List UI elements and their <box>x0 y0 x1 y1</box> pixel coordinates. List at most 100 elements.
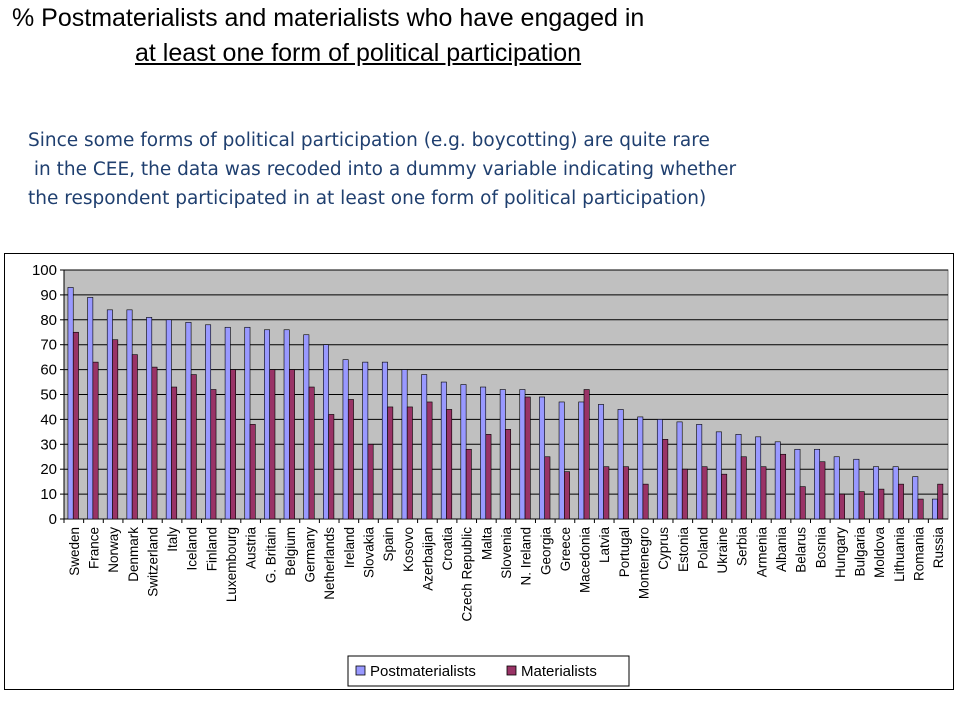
bar-materialists <box>917 498 924 520</box>
x-category-label: Slovakia <box>361 527 376 579</box>
bar-postmaterialists <box>499 389 506 520</box>
y-tick-label: 60 <box>40 362 57 379</box>
x-category-label: Cyprus <box>656 527 671 570</box>
bar-postmaterialists <box>224 326 231 520</box>
note-line-2: in the CEE, the data was recoded into a … <box>28 159 737 180</box>
bar-materialists <box>878 488 885 520</box>
bar-materialists <box>721 473 728 520</box>
bar-materialists <box>662 439 669 520</box>
bar-postmaterialists <box>244 326 251 520</box>
bar-postmaterialists <box>67 287 74 520</box>
bar-materialists <box>171 386 178 520</box>
x-category-label: Czech Republic <box>460 527 475 622</box>
x-category-label: Germany <box>303 527 318 583</box>
bar-materialists <box>210 389 217 520</box>
bar-postmaterialists <box>617 409 624 520</box>
x-category-label: Belgium <box>283 527 298 576</box>
y-tick-label: 0 <box>49 511 57 528</box>
x-category-label: Luxembourg <box>224 527 239 602</box>
legend-swatch-postmaterialists <box>355 665 366 676</box>
x-category-label: Norway <box>106 527 121 573</box>
note-line-3: the respondent participated in at least … <box>28 188 707 209</box>
x-category-label: Russia <box>931 527 946 569</box>
bar-chart: 0 10 20 30 40 50 60 70 80 90 100 Sweden France Norway… <box>32 262 949 687</box>
bar-postmaterialists <box>480 386 487 520</box>
bar-materialists <box>642 483 649 520</box>
bar-postmaterialists <box>264 329 270 520</box>
bar-postmaterialists <box>715 431 722 520</box>
x-category-label: Lithuania <box>892 527 907 582</box>
bar-postmaterialists <box>833 456 840 520</box>
bar-postmaterialists <box>126 309 133 520</box>
bar-materialists <box>347 399 354 520</box>
bar-materialists <box>92 361 99 520</box>
y-tick-label: 100 <box>32 262 57 279</box>
bar-materialists <box>819 461 826 520</box>
bar-postmaterialists <box>539 396 545 520</box>
y-tick-label: 70 <box>40 337 57 354</box>
x-category-label: N. Ireland <box>519 527 534 586</box>
x-category-label: Greece <box>558 527 573 571</box>
bar-materialists <box>524 396 531 520</box>
bar-postmaterialists <box>892 466 899 520</box>
x-category-label: Latvia <box>597 527 612 564</box>
bar-postmaterialists <box>814 448 821 520</box>
bar-postmaterialists <box>774 441 781 520</box>
x-category-label: Azerbaijan <box>420 527 435 591</box>
bar-materialists <box>190 374 197 520</box>
bar-materialists <box>544 456 551 520</box>
bar-materialists <box>446 409 453 520</box>
bar-materialists <box>681 468 688 520</box>
bar-postmaterialists <box>656 419 663 520</box>
bar-postmaterialists <box>185 321 192 520</box>
x-category-label: Ireland <box>342 527 357 568</box>
bar-materialists <box>485 434 492 520</box>
x-category-label: Italy <box>165 527 180 552</box>
x-category-label: France <box>86 527 101 569</box>
bar-postmaterialists <box>362 361 369 520</box>
bar-materialists <box>72 331 79 520</box>
bar-postmaterialists <box>342 359 349 520</box>
bar-materialists <box>426 401 433 520</box>
bar-materialists <box>760 466 767 520</box>
bar-materialists <box>151 366 158 520</box>
bar-materialists <box>622 466 629 520</box>
bar-postmaterialists <box>853 458 860 520</box>
bar-materialists <box>387 406 394 520</box>
x-category-label: Poland <box>695 527 710 569</box>
x-category-label: Belarus <box>794 527 809 573</box>
x-category-label: Serbia <box>735 527 750 567</box>
bar-postmaterialists <box>283 329 290 520</box>
bar-materialists <box>897 483 904 520</box>
x-category-label: Austria <box>244 527 259 570</box>
bar-postmaterialists <box>303 334 310 520</box>
note-line-1: Since some forms of political participat… <box>28 130 710 151</box>
bar-materialists <box>308 386 315 520</box>
bar-materialists <box>858 491 865 520</box>
bar-postmaterialists <box>931 498 938 520</box>
bar-materialists <box>112 339 119 520</box>
chart-title-line-1: % Postmaterialists and materialists who … <box>12 4 645 32</box>
bar-materialists <box>249 424 256 520</box>
bar-materialists <box>465 448 472 520</box>
x-category-label: Finland <box>204 527 219 571</box>
x-category-label: Kosovo <box>401 527 416 572</box>
bar-materialists <box>131 354 138 520</box>
x-category-label: Croatia <box>440 527 455 571</box>
bar-postmaterialists <box>381 361 388 520</box>
bar-materialists <box>740 456 747 520</box>
bar-materialists <box>701 466 708 520</box>
x-category-label: Estonia <box>676 527 691 573</box>
x-category-label: G. Britain <box>263 527 278 583</box>
bar-postmaterialists <box>755 436 762 520</box>
x-category-label: Moldova <box>872 527 887 579</box>
x-category-label: Malta <box>479 527 494 561</box>
bar-materialists <box>780 453 787 520</box>
chart-frame: 0 10 20 30 40 50 60 70 80 90 100 Sweden France Norway… <box>4 253 954 690</box>
bar-materialists <box>406 406 413 520</box>
x-category-label: Ukraine <box>715 527 730 574</box>
x-category-label: Denmark <box>126 527 141 582</box>
bar-materialists <box>505 429 512 520</box>
x-category-label: Portugal <box>617 527 632 577</box>
bar-postmaterialists <box>146 317 153 520</box>
